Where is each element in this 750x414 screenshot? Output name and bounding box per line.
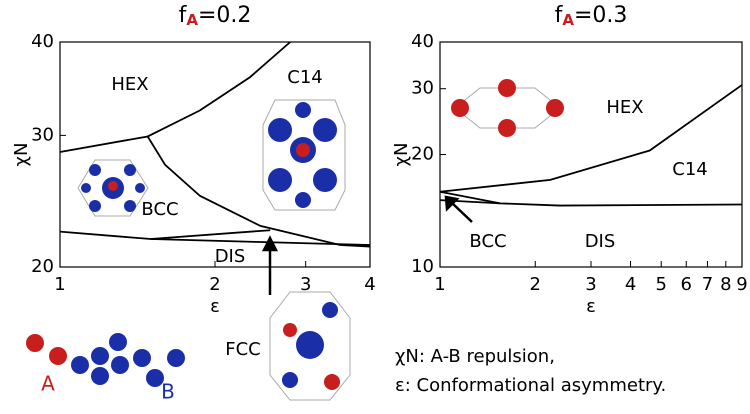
label-a: A [41, 372, 55, 396]
title-symbol: f [179, 3, 188, 28]
x-tick-label: 6 [681, 274, 692, 295]
note-line: ε: Conformational asymmetry. [395, 375, 666, 396]
x-tick-label: 9 [736, 274, 747, 295]
y-tick-label: 20 [31, 256, 54, 277]
x-tick-label: 3 [300, 274, 311, 295]
phase-label: BCC [141, 199, 178, 220]
c14-structure [262, 99, 346, 211]
y-tick-label: 30 [411, 78, 434, 99]
y-tick-label: 30 [31, 124, 54, 145]
phase-boundary [439, 199, 501, 205]
title-subscript: A [562, 11, 574, 29]
phase-label: BCC [469, 231, 506, 252]
y-axis-label: χN [11, 143, 32, 167]
phase-boundary [439, 190, 743, 207]
phase-boundary [59, 230, 371, 246]
phase-boundary [146, 135, 371, 248]
phase-label: DIS [585, 231, 616, 252]
phase-boundary [439, 84, 743, 193]
bcc-structure [77, 159, 149, 217]
hex-structure [451, 79, 564, 137]
title-subscript: A [186, 11, 198, 29]
molecule: A B [26, 333, 185, 404]
phase-label: HEX [111, 74, 148, 95]
chart-title: fA=0.3 [555, 3, 628, 29]
y-tick-label: 40 [411, 31, 434, 52]
chart-title: fA=0.2 [179, 3, 252, 29]
x-axis-label: ε [586, 296, 596, 317]
x-tick-label: 5 [655, 274, 666, 295]
phase-boundary [59, 41, 291, 153]
y-tick-label: 10 [411, 256, 434, 277]
phase-label: DIS [215, 246, 246, 267]
x-axis-label: ε [210, 296, 220, 317]
title-rest: =0.3 [574, 3, 627, 28]
phase-boundary [150, 229, 271, 240]
x-tick-label: 8 [720, 274, 731, 295]
x-tick-label: 2 [209, 274, 220, 295]
note-line: χN: A-B repulsion, [395, 346, 555, 367]
title-rest: =0.2 [198, 3, 251, 28]
x-tick-label: 1 [54, 274, 65, 295]
x-tick-label: 4 [364, 274, 375, 295]
x-tick-label: 2 [530, 274, 541, 295]
title-symbol: f [555, 3, 564, 28]
x-tick-label: 7 [702, 274, 713, 295]
y-tick-label: 20 [411, 144, 434, 165]
phase-label: C14 [287, 67, 322, 88]
x-tick-label: 3 [585, 274, 596, 295]
phase-label: HEX [606, 97, 643, 118]
x-tick-label: 1 [434, 274, 445, 295]
fcc-structure [269, 291, 351, 401]
label-b: B [161, 380, 175, 404]
x-tick-label: 4 [625, 274, 636, 295]
phase-label: C14 [672, 159, 707, 180]
y-tick-label: 40 [31, 31, 54, 52]
phase-label: FCC [225, 339, 261, 360]
y-axis-label: χN [391, 143, 412, 167]
